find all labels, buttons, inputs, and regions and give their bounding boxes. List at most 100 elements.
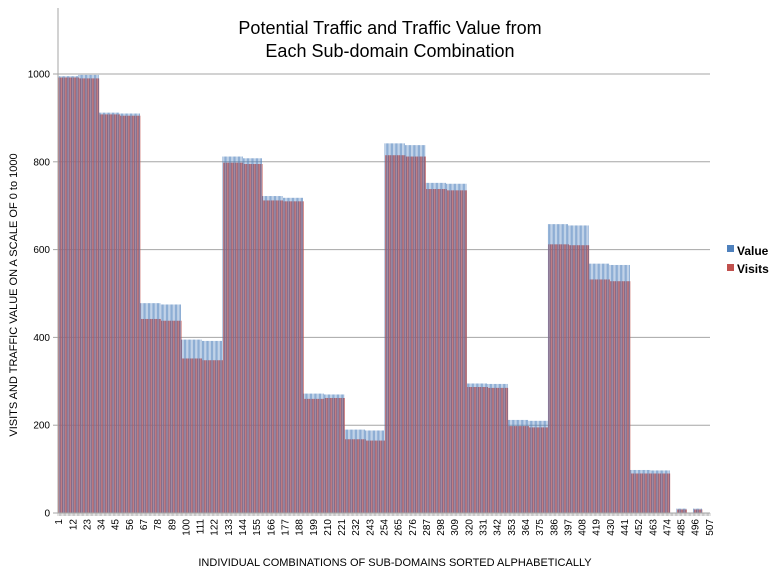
bar-value [200, 339, 202, 513]
bar-visits [187, 358, 188, 513]
bar-visits [170, 320, 172, 513]
bar-visits [74, 77, 75, 513]
bar-visits [449, 190, 451, 513]
bar-value [527, 419, 529, 513]
bar-value [538, 420, 540, 513]
bar-value [448, 183, 450, 513]
bar-value [78, 74, 80, 513]
bar-visits [494, 387, 496, 513]
x-tick-label: 298 [436, 519, 447, 536]
bar-visits [695, 509, 696, 513]
bar-value [103, 112, 104, 513]
bar-visits [341, 397, 343, 513]
bar-value [652, 470, 653, 513]
bar-value [438, 182, 440, 513]
x-tick-label: 210 [323, 519, 334, 536]
bar-value [253, 158, 255, 514]
bar-value [369, 430, 370, 513]
bar-value [473, 383, 475, 513]
bar-value [576, 225, 577, 513]
bar-visits [448, 190, 449, 513]
bar-visits [573, 245, 574, 513]
bar-visits [471, 387, 473, 513]
bar-visits [338, 397, 340, 513]
bar-value [592, 263, 594, 513]
bar-value [403, 143, 405, 514]
bar-value [298, 197, 300, 514]
bar-visits [266, 200, 268, 513]
bar-visits [390, 155, 392, 513]
bar-value [508, 419, 509, 513]
bar-value [79, 74, 81, 513]
bar-visits [544, 427, 546, 513]
bar-value [406, 145, 408, 513]
bar-visits [120, 115, 122, 513]
bar-visits [661, 473, 663, 513]
bar-visits [548, 244, 550, 513]
bar-visits [553, 244, 555, 513]
x-tick-label: 155 [252, 519, 263, 536]
bar-value [658, 470, 660, 513]
bar-visits [119, 114, 120, 513]
bar-value [405, 145, 406, 513]
bar-visits [447, 190, 448, 513]
bar-value [396, 143, 397, 514]
bar-value [286, 197, 288, 514]
bar-visits [528, 426, 529, 513]
bar-value [319, 393, 320, 513]
bar-visits [441, 189, 443, 513]
bar-visits [575, 245, 577, 513]
bar-visits [463, 190, 465, 513]
x-tick-label: 342 [493, 519, 504, 536]
bar-value [248, 158, 249, 514]
bar-value [676, 508, 678, 513]
bar-value [591, 263, 593, 513]
bar-visits [629, 281, 631, 513]
bar-visits [363, 439, 365, 513]
bar-visits [493, 387, 494, 513]
bar-value [254, 158, 256, 514]
bar-visits [646, 473, 647, 513]
bar-visits [483, 387, 484, 513]
bar-value [379, 430, 381, 513]
bar-visits [306, 398, 308, 513]
bar-value [544, 420, 545, 513]
bar-value [684, 508, 685, 513]
bar-visits [605, 279, 606, 513]
bar-value [373, 430, 374, 513]
legend: Value Visits [727, 244, 769, 276]
bar-value [218, 340, 220, 513]
bar-visits [185, 358, 187, 513]
y-axis-label: VISITS AND TRAFFIC VALUE ON A SCALE OF 0… [8, 153, 20, 436]
bar-value [655, 470, 657, 513]
bar-value [299, 197, 301, 514]
bar-visits [164, 320, 165, 513]
bar-visits [569, 245, 570, 513]
bar-value [502, 383, 504, 513]
bar-visits [117, 114, 119, 513]
bar-visits [310, 398, 312, 513]
bar-visits [272, 200, 273, 513]
bar-value [465, 183, 467, 513]
bar-visits [90, 78, 92, 513]
bar-visits [591, 279, 592, 513]
bar-visits [669, 473, 671, 513]
bar-value [315, 393, 316, 513]
bar-value [589, 263, 590, 513]
bar-visits [609, 279, 610, 513]
bar-value [158, 303, 159, 513]
bar-visits [245, 164, 246, 513]
bar-value [70, 76, 72, 513]
bar-visits [515, 426, 516, 513]
bar-visits [206, 360, 208, 513]
bar-value [245, 158, 247, 514]
bar-value [358, 429, 360, 513]
bar-value [205, 340, 207, 513]
bar-visits [207, 360, 209, 513]
bar-visits [660, 473, 662, 513]
bar-value [331, 394, 333, 513]
bar-value [604, 263, 606, 513]
bar-visits [503, 387, 505, 513]
y-tick-label: 0 [44, 509, 50, 520]
bar-value [82, 74, 84, 513]
